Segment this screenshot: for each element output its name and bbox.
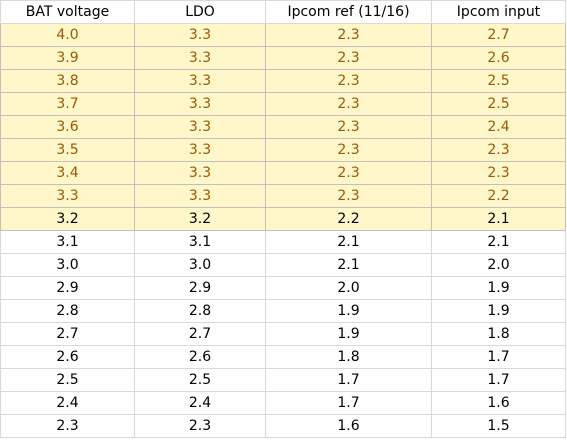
table-row: 4.0 3.3 2.3 2.7 <box>0 23 566 47</box>
table-cell[interactable]: 2.7 <box>0 322 135 346</box>
table-cell[interactable]: 2.9 <box>0 276 135 300</box>
table-cell[interactable]: 1.7 <box>431 368 566 392</box>
header-cell-ipcom-input[interactable]: Ipcom input <box>431 0 566 24</box>
table-cell[interactable]: 3.4 <box>0 161 135 185</box>
table-cell[interactable]: 2.5 <box>431 92 566 116</box>
table-cell[interactable]: 2.3 <box>265 23 432 47</box>
table-cell[interactable]: 3.3 <box>0 184 135 208</box>
table-cell[interactable]: 3.3 <box>134 115 266 139</box>
table-cell[interactable]: 3.2 <box>134 207 266 231</box>
table-cell[interactable]: 3.0 <box>0 253 135 277</box>
table-cell[interactable]: 2.1 <box>431 230 566 254</box>
table-row: 2.5 2.5 1.7 1.7 <box>0 368 566 392</box>
table-row: 3.0 3.0 2.1 2.0 <box>0 253 566 277</box>
table-cell[interactable]: 3.3 <box>134 69 266 93</box>
table-row: 3.5 3.3 2.3 2.3 <box>0 138 566 162</box>
table-body: 4.0 3.3 2.3 2.7 3.9 3.3 2.3 2.6 3.8 3.3 2.3 2.5 3.7 3… <box>0 23 566 438</box>
table-cell[interactable]: 2.1 <box>431 207 566 231</box>
table-cell[interactable]: 2.6 <box>134 345 266 369</box>
table-cell[interactable]: 1.9 <box>265 299 432 323</box>
table-cell[interactable]: 4.0 <box>0 23 135 47</box>
table-cell[interactable]: 2.7 <box>134 322 266 346</box>
table-cell[interactable]: 3.3 <box>134 23 266 47</box>
table-cell[interactable]: 2.3 <box>265 161 432 185</box>
table-cell[interactable]: 2.3 <box>134 414 266 438</box>
table-cell[interactable]: 2.2 <box>431 184 566 208</box>
table-row: 2.4 2.4 1.7 1.6 <box>0 391 566 415</box>
table-cell[interactable]: 2.3 <box>431 161 566 185</box>
table-cell[interactable]: 3.3 <box>134 161 266 185</box>
table-cell[interactable]: 2.3 <box>0 414 135 438</box>
table-cell[interactable]: 2.5 <box>0 368 135 392</box>
table-row: 3.6 3.3 2.3 2.4 <box>0 115 566 139</box>
table-cell[interactable]: 2.6 <box>0 345 135 369</box>
table-cell[interactable]: 2.6 <box>431 46 566 70</box>
table-row: 3.9 3.3 2.3 2.6 <box>0 46 566 70</box>
table-cell[interactable]: 3.3 <box>134 184 266 208</box>
table-cell[interactable]: 2.3 <box>431 138 566 162</box>
header-cell-ldo[interactable]: LDO <box>134 0 266 24</box>
table-cell[interactable]: 1.6 <box>265 414 432 438</box>
table-row: 3.8 3.3 2.3 2.5 <box>0 69 566 93</box>
table-cell[interactable]: 1.5 <box>431 414 566 438</box>
table-cell[interactable]: 2.3 <box>265 92 432 116</box>
table-cell[interactable]: 3.5 <box>0 138 135 162</box>
table-cell[interactable]: 2.7 <box>431 23 566 47</box>
header-cell-ipcom-ref[interactable]: Ipcom ref (11/16) <box>265 0 432 24</box>
table-cell[interactable]: 3.2 <box>0 207 135 231</box>
table-cell[interactable]: 2.4 <box>134 391 266 415</box>
table-cell[interactable]: 2.5 <box>134 368 266 392</box>
table-cell[interactable]: 1.7 <box>431 345 566 369</box>
header-row: BAT voltage LDO Ipcom ref (11/16) Ipcom … <box>0 0 566 24</box>
table-cell[interactable]: 3.1 <box>134 230 266 254</box>
table-cell[interactable]: 3.8 <box>0 69 135 93</box>
table-row: 2.9 2.9 2.0 1.9 <box>0 276 566 300</box>
table-cell[interactable]: 3.3 <box>134 92 266 116</box>
table-cell[interactable]: 3.1 <box>0 230 135 254</box>
table-cell[interactable]: 2.3 <box>265 46 432 70</box>
table-cell[interactable]: 2.4 <box>0 391 135 415</box>
table-row: 2.3 2.3 1.6 1.5 <box>0 414 566 438</box>
table-cell[interactable]: 2.3 <box>265 138 432 162</box>
table-cell[interactable]: 3.3 <box>134 138 266 162</box>
table-cell[interactable]: 2.0 <box>431 253 566 277</box>
table-row: 3.3 3.3 2.3 2.2 <box>0 184 566 208</box>
header-cell-bat-voltage[interactable]: BAT voltage <box>0 0 135 24</box>
table-row: 3.1 3.1 2.1 2.1 <box>0 230 566 254</box>
table-row: 3.2 3.2 2.2 2.1 <box>0 207 566 231</box>
table-cell[interactable]: 1.7 <box>265 368 432 392</box>
table-row: 2.6 2.6 1.8 1.7 <box>0 345 566 369</box>
table-row: 2.8 2.8 1.9 1.9 <box>0 299 566 323</box>
table-row: 2.7 2.7 1.9 1.8 <box>0 322 566 346</box>
table-cell[interactable]: 1.9 <box>431 276 566 300</box>
table-row: 3.7 3.3 2.3 2.5 <box>0 92 566 116</box>
table-cell[interactable]: 1.8 <box>265 345 432 369</box>
table-cell[interactable]: 2.1 <box>265 253 432 277</box>
table-cell[interactable]: 2.3 <box>265 184 432 208</box>
table-cell[interactable]: 2.8 <box>134 299 266 323</box>
table-cell[interactable]: 3.6 <box>0 115 135 139</box>
table-cell[interactable]: 2.1 <box>265 230 432 254</box>
table-cell[interactable]: 1.9 <box>431 299 566 323</box>
table-cell[interactable]: 3.0 <box>134 253 266 277</box>
table-cell[interactable]: 1.6 <box>431 391 566 415</box>
table-cell[interactable]: 3.7 <box>0 92 135 116</box>
table-cell[interactable]: 2.9 <box>134 276 266 300</box>
table-cell[interactable]: 1.9 <box>265 322 432 346</box>
table-cell[interactable]: 1.8 <box>431 322 566 346</box>
table-cell[interactable]: 2.2 <box>265 207 432 231</box>
table-cell[interactable]: 2.3 <box>265 115 432 139</box>
table-cell[interactable]: 3.3 <box>134 46 266 70</box>
table-cell[interactable]: 1.7 <box>265 391 432 415</box>
table-cell[interactable]: 2.5 <box>431 69 566 93</box>
table-row: 3.4 3.3 2.3 2.3 <box>0 161 566 185</box>
table-cell[interactable]: 2.3 <box>265 69 432 93</box>
table-cell[interactable]: 3.9 <box>0 46 135 70</box>
table-cell[interactable]: 2.4 <box>431 115 566 139</box>
table-cell[interactable]: 2.0 <box>265 276 432 300</box>
table-cell[interactable]: 2.8 <box>0 299 135 323</box>
